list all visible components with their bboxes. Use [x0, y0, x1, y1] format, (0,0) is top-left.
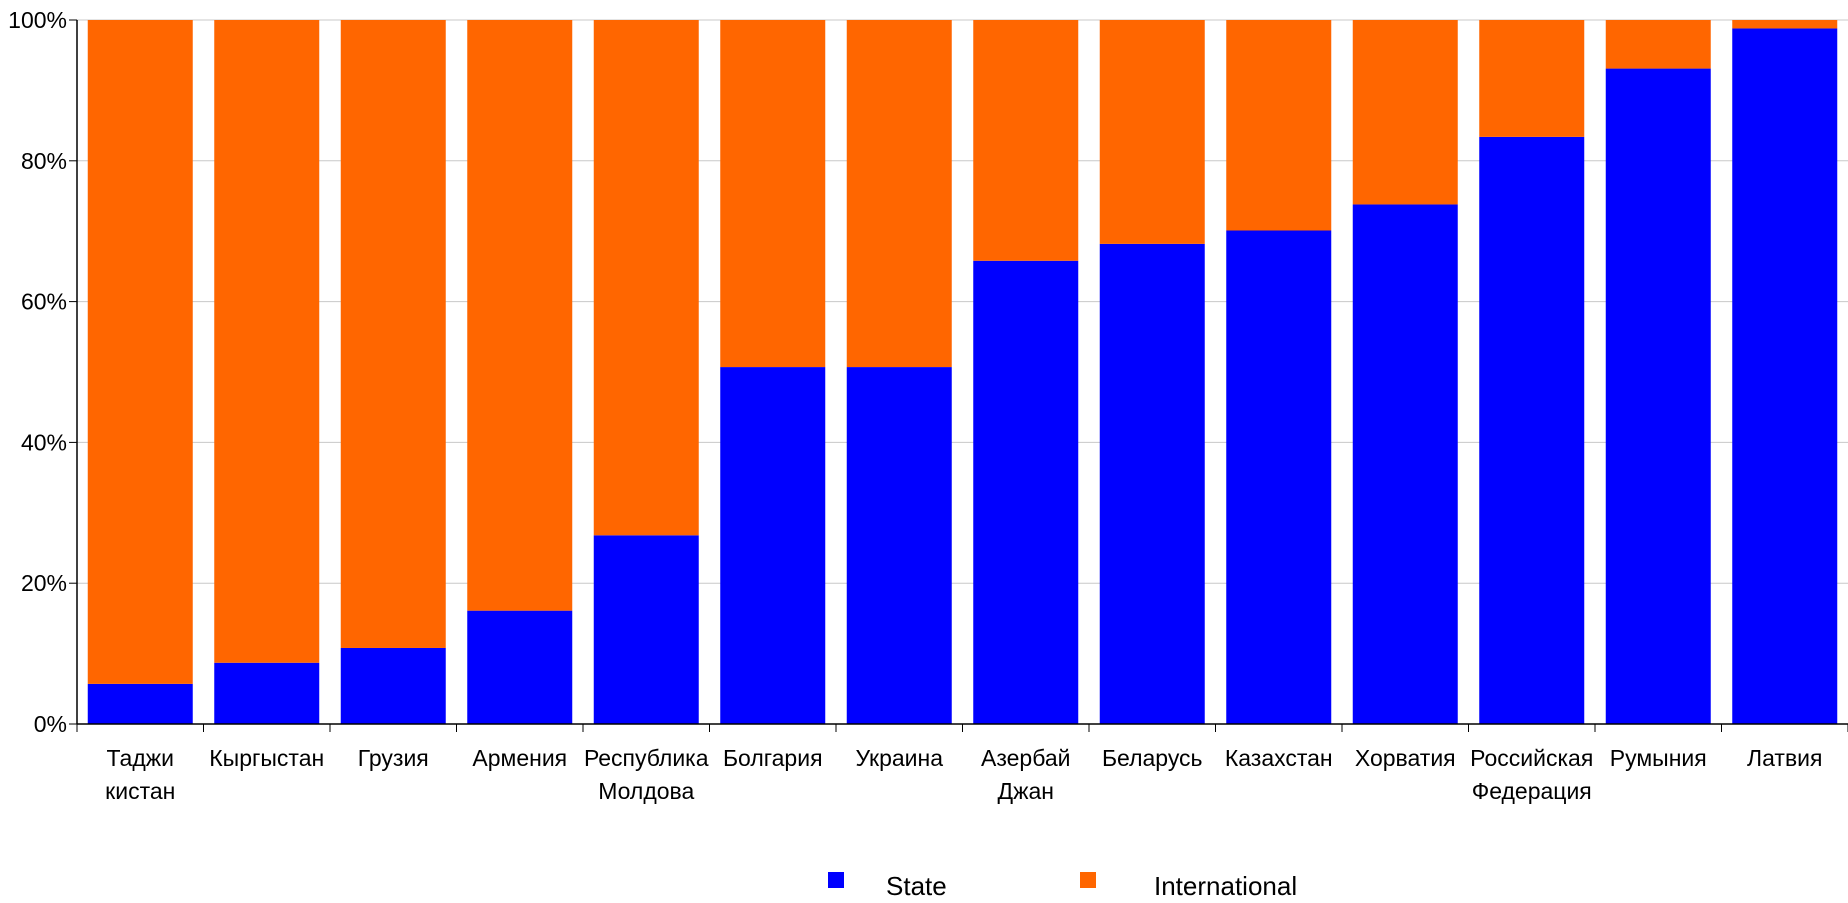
x-tick-label-line: кистан — [105, 778, 175, 804]
x-tick-label: Армения — [472, 745, 567, 771]
x-tick-label: Республика Молдова — [584, 745, 709, 804]
bar-state-1 — [214, 663, 319, 724]
x-tick-label: Латвия — [1747, 745, 1822, 771]
y-tick-label: 40% — [21, 429, 67, 455]
bar-state-2 — [341, 648, 446, 724]
bar-international-12 — [1606, 20, 1711, 69]
x-tick-label-line: Болгария — [723, 745, 823, 771]
x-tick-label-line: Латвия — [1747, 745, 1822, 771]
x-tick-label-line: Беларусь — [1102, 745, 1203, 771]
legend-label-international: International — [1154, 871, 1297, 898]
bar-state-7 — [973, 261, 1078, 724]
bar-international-4 — [594, 20, 699, 535]
x-tick-label: Хорватия — [1355, 745, 1456, 771]
x-tick-label-line: Таджи — [107, 745, 174, 771]
bar-state-8 — [1100, 244, 1205, 724]
legend-swatch-international — [1080, 872, 1096, 888]
x-tick-label: Румыния — [1610, 745, 1707, 771]
bar-international-11 — [1479, 20, 1584, 137]
y-tick-label: 100% — [8, 7, 67, 33]
y-tick-label: 60% — [21, 289, 67, 315]
x-tick-label-line: Украина — [855, 745, 943, 771]
bars — [88, 20, 1838, 724]
x-tick-label: Болгария — [723, 745, 823, 771]
bar-state-0 — [88, 684, 193, 724]
legend: State International — [828, 871, 1297, 898]
bar-state-10 — [1353, 204, 1458, 724]
x-tick-label: Казахстан — [1225, 745, 1333, 771]
bar-international-6 — [847, 20, 952, 367]
x-tick-label: Украина — [855, 745, 943, 771]
bar-international-2 — [341, 20, 446, 648]
y-tick-label: 20% — [21, 570, 67, 596]
bar-state-3 — [467, 611, 572, 724]
x-tick-label-line: Грузия — [358, 745, 429, 771]
legend-label-state: State — [886, 871, 947, 898]
x-tick-label-line: Федерация — [1472, 778, 1592, 804]
x-tick-label-line: Российская — [1470, 745, 1593, 771]
bar-international-7 — [973, 20, 1078, 261]
x-tick-label: Кыргыстан — [209, 745, 324, 771]
y-tick-label: 80% — [21, 148, 67, 174]
y-tick-label: 0% — [34, 711, 67, 737]
x-tick-label-line: Молдова — [598, 778, 694, 804]
x-tick-label-line: Румыния — [1610, 745, 1707, 771]
x-tick-label: Беларусь — [1102, 745, 1203, 771]
legend-swatch-state — [828, 872, 844, 888]
bar-international-8 — [1100, 20, 1205, 244]
bar-state-4 — [594, 535, 699, 724]
x-tick-label: Российская Федерация — [1470, 745, 1593, 804]
bar-international-9 — [1226, 20, 1331, 230]
bar-international-0 — [88, 20, 193, 684]
x-tick-label-line: Республика — [584, 745, 709, 771]
bar-state-9 — [1226, 230, 1331, 724]
x-tick-label: Грузия — [358, 745, 429, 771]
bar-international-5 — [720, 20, 825, 367]
x-tick-label: Азербай Джан — [981, 745, 1071, 804]
bar-state-13 — [1732, 28, 1837, 724]
x-tick-label-line: Кыргыстан — [209, 745, 324, 771]
bar-state-6 — [847, 367, 952, 724]
x-tick-label-line: Джан — [998, 778, 1054, 804]
x-tick-label: Таджи кистан — [105, 745, 175, 804]
x-tick-label-line: Казахстан — [1225, 745, 1333, 771]
bar-international-1 — [214, 20, 319, 663]
bar-international-3 — [467, 20, 572, 611]
bar-international-10 — [1353, 20, 1458, 204]
x-tick-label-line: Армения — [472, 745, 567, 771]
x-tick-label-line: Хорватия — [1355, 745, 1456, 771]
bar-state-11 — [1479, 137, 1584, 724]
bar-state-5 — [720, 367, 825, 724]
bar-state-12 — [1606, 69, 1711, 724]
x-tick-label-line: Азербай — [981, 745, 1071, 771]
bar-international-13 — [1732, 20, 1837, 28]
